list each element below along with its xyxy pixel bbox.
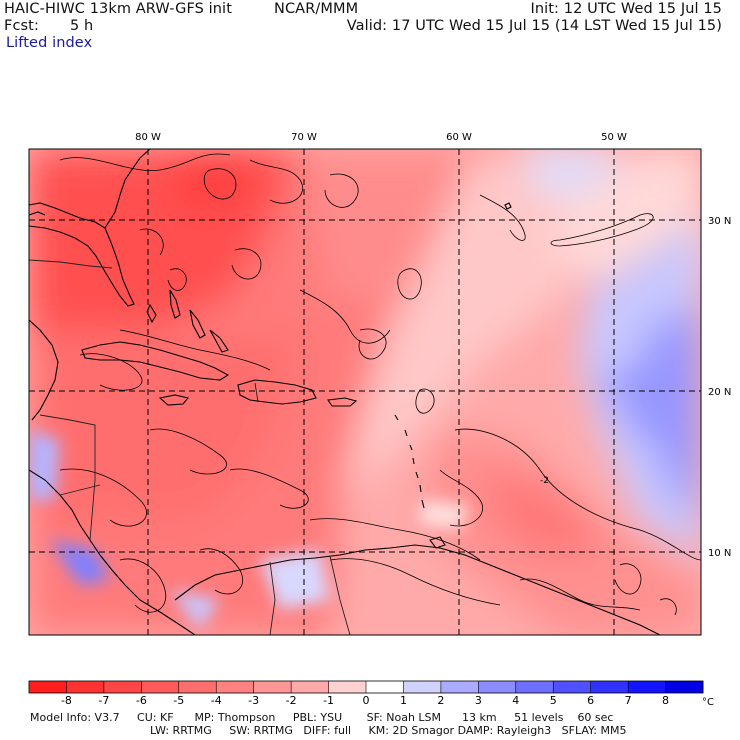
field-name: Lifted index [6, 35, 93, 51]
political-borders [29, 259, 351, 635]
contour-label: -2 [540, 476, 549, 486]
colorbar-tick-label: -3 [248, 694, 259, 707]
colorbar-swatch [103, 681, 142, 693]
colorbar-tick-label: -8 [61, 694, 72, 707]
init-time: Init: 12 UTC Wed 15 Jul 15 [530, 1, 722, 17]
colorbar-tick-label: 2 [437, 694, 444, 707]
colorbar-swatch [141, 681, 180, 693]
colorbar-tick-label: 6 [587, 694, 594, 707]
colorbar-tick-label: -7 [98, 694, 109, 707]
colorbar-tick-label: -6 [136, 694, 147, 707]
colorbar-tick-label: -5 [173, 694, 184, 707]
colorbar-swatch [328, 681, 367, 693]
colorbar-swatch [403, 681, 442, 693]
forecast-label: Fcst: [4, 18, 39, 34]
model-org: NCAR/MMM [274, 1, 359, 17]
colorbar-tick-label: 4 [512, 694, 519, 707]
colorbar-swatch [553, 681, 592, 693]
map-frame [28, 148, 702, 636]
colorbar-swatch [478, 681, 517, 693]
contour-lines [59, 153, 701, 616]
colorbar-swatch [216, 681, 255, 693]
model-info-line-1: Model Info: V3.7 CU: KF MP: Thompson PBL… [30, 711, 614, 724]
model-title: HAIC-HIWC 13km ARW-GFS init [4, 1, 232, 17]
colorbar-unit: °C [702, 697, 714, 708]
lon-label-70w: 70 W [291, 132, 317, 143]
colorbar [28, 680, 704, 694]
lat-label-30n: 30 N [708, 216, 731, 227]
colorbar-tick-label: 5 [550, 694, 557, 707]
lat-label-20n: 20 N [708, 387, 731, 398]
colorbar-tick-label: -4 [211, 694, 222, 707]
colorbar-tick-label: 7 [625, 694, 632, 707]
colorbar-tick-label: -2 [286, 694, 297, 707]
lon-label-50w: 50 W [601, 132, 627, 143]
lifted-index-field [29, 149, 701, 635]
valid-time: Valid: 17 UTC Wed 15 Jul 15 (14 LST Wed … [346, 18, 722, 34]
colorbar-swatch [29, 681, 67, 693]
colorbar-swatch [440, 681, 479, 693]
graticule [29, 149, 701, 635]
lat-label-10n: 10 N [708, 548, 731, 559]
lon-label-80w: 80 W [135, 132, 161, 143]
colorbar-swatch [628, 681, 667, 693]
colorbar-swatch [66, 681, 105, 693]
colorbar-swatch [291, 681, 330, 693]
colorbar-tick-label: 1 [400, 694, 407, 707]
colorbar-ticks: -8 -7 -6 -5 -4 -3 -2 -1 0 1 2 3 4 5 6 7 8 [61, 694, 669, 707]
colorbar-tick-label: -1 [323, 694, 334, 707]
model-info-line-2: LW: RRTMG SW: RRTMG DIFF: full KM: 2D Sm… [150, 724, 627, 737]
colorbar-swatch [178, 681, 217, 693]
colorbar-tick-label: 0 [363, 694, 370, 707]
colorbar-swatch [253, 681, 292, 693]
colorbar-swatch [590, 681, 629, 693]
lon-label-60w: 60 W [446, 132, 472, 143]
colorbar-swatch [515, 681, 554, 693]
colorbar-swatch [366, 681, 404, 693]
forecast-hour: 5 h [70, 18, 94, 34]
colorbar-tick-label: 3 [475, 694, 482, 707]
colorbar-swatch [665, 681, 704, 693]
colorbar-tick-label: 8 [662, 694, 669, 707]
